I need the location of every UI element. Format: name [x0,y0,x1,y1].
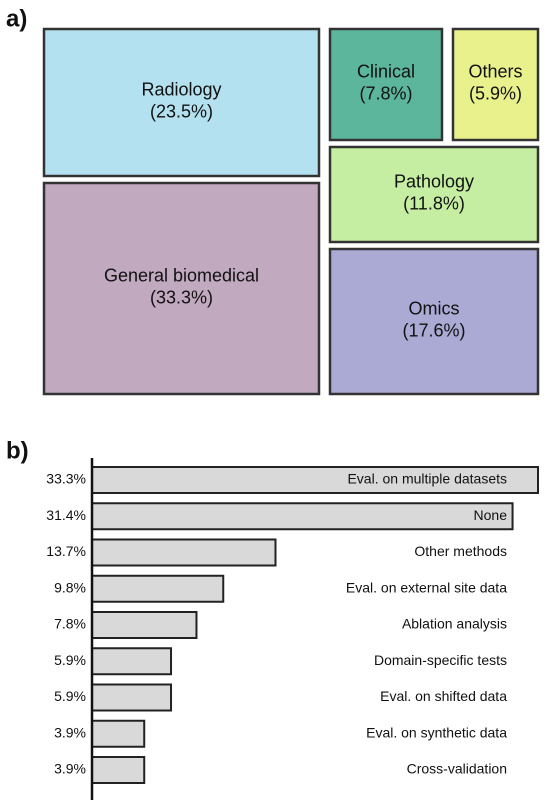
value-label: 7.8% [54,616,86,632]
cell-value: (5.9%) [469,83,522,103]
category-label: Cross-validation [407,761,507,777]
value-label: 13.7% [46,543,86,559]
cell-label: Others [468,61,522,81]
category-label: Ablation analysis [402,616,507,632]
bar [91,466,539,494]
treemap-cell [42,181,321,396]
category-label: Other methods [414,543,507,559]
value-label: 31.4% [46,507,86,523]
value-label: 33.3% [46,471,86,487]
cell-value: (33.3%) [150,287,213,307]
cell-label: Clinical [357,61,415,81]
bar [91,611,198,639]
value-label: 5.9% [54,652,86,668]
bar [91,647,173,676]
treemap-cell [328,145,540,244]
panel-label: b) [6,437,29,464]
category-label: Domain-specific tests [374,652,507,668]
bar [91,719,146,748]
cell-value: (7.8%) [359,83,412,103]
value-label: 3.9% [54,761,86,777]
treemap-cell [328,247,540,396]
bar [91,574,225,603]
bar [91,756,146,784]
value-label: 9.8% [54,579,86,595]
cell-value: (17.6%) [402,320,465,340]
cell-label: General biomedical [104,265,259,285]
category-label: Eval. on multiple datasets [347,471,507,487]
cell-value: (11.8%) [403,193,465,213]
value-label: 5.9% [54,688,86,704]
bar [91,502,514,531]
cell-label: Omics [409,298,460,318]
value-label: 3.9% [54,724,86,740]
treemap-cell [451,27,540,142]
cell-label: Radiology [141,79,221,99]
treemap-cell [328,27,444,142]
bar [91,538,277,567]
category-label: Eval. on shifted data [380,688,507,704]
bar [91,683,173,712]
category-label: Eval. on synthetic data [366,724,507,740]
panel-label: a) [6,5,27,32]
cell-value: (23.5%) [150,101,213,121]
treemap-cell [42,27,321,178]
cell-label: Pathology [394,171,474,191]
category-label: None [474,507,508,523]
category-label: Eval. on external site data [346,579,507,595]
